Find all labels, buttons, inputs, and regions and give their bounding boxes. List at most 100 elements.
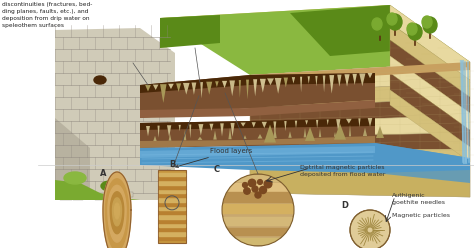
Polygon shape xyxy=(275,78,282,94)
Circle shape xyxy=(255,192,261,198)
Polygon shape xyxy=(390,56,470,130)
Polygon shape xyxy=(191,83,196,95)
Polygon shape xyxy=(316,120,319,128)
Polygon shape xyxy=(283,78,288,88)
Polygon shape xyxy=(106,179,128,248)
Text: Detrital magnetic particles
deposited from flood water: Detrital magnetic particles deposited fr… xyxy=(300,165,385,177)
Circle shape xyxy=(350,210,390,248)
Polygon shape xyxy=(145,85,151,92)
Polygon shape xyxy=(228,127,232,139)
Bar xyxy=(158,170,186,243)
Polygon shape xyxy=(169,134,172,141)
Ellipse shape xyxy=(101,181,119,191)
Bar xyxy=(159,207,185,210)
Bar xyxy=(159,185,185,189)
Text: Magnetic particles: Magnetic particles xyxy=(392,213,450,218)
Ellipse shape xyxy=(94,76,106,84)
Polygon shape xyxy=(55,118,90,200)
Ellipse shape xyxy=(407,23,417,35)
Bar xyxy=(159,189,185,193)
Polygon shape xyxy=(250,116,470,137)
Polygon shape xyxy=(222,81,227,88)
Polygon shape xyxy=(375,143,470,183)
Polygon shape xyxy=(250,149,470,165)
Polygon shape xyxy=(140,73,375,118)
Bar xyxy=(159,237,185,240)
Polygon shape xyxy=(140,143,470,173)
Polygon shape xyxy=(290,5,430,56)
Circle shape xyxy=(243,183,247,187)
Bar xyxy=(159,211,185,215)
Polygon shape xyxy=(273,122,276,133)
Polygon shape xyxy=(60,187,68,193)
Bar xyxy=(159,173,185,176)
Polygon shape xyxy=(112,198,121,226)
Circle shape xyxy=(222,174,294,246)
Polygon shape xyxy=(358,118,361,127)
Text: A: A xyxy=(100,169,106,178)
Polygon shape xyxy=(140,146,375,158)
Polygon shape xyxy=(368,118,372,127)
Circle shape xyxy=(248,179,256,187)
Text: discontinuities (fractures, bed-
ding planes, faults, etc.), and
deposition from: discontinuities (fractures, bed- ding pl… xyxy=(2,2,92,28)
Polygon shape xyxy=(262,122,267,128)
Circle shape xyxy=(244,188,250,194)
Polygon shape xyxy=(60,192,72,200)
Polygon shape xyxy=(122,192,133,197)
Polygon shape xyxy=(140,118,375,130)
Bar xyxy=(159,198,185,202)
Polygon shape xyxy=(230,123,235,137)
Polygon shape xyxy=(108,185,126,242)
Polygon shape xyxy=(85,192,93,197)
Polygon shape xyxy=(359,73,365,86)
Bar xyxy=(159,177,185,180)
Polygon shape xyxy=(304,128,306,137)
Polygon shape xyxy=(319,128,321,137)
Circle shape xyxy=(252,186,258,192)
Ellipse shape xyxy=(388,14,402,30)
Polygon shape xyxy=(323,75,325,92)
Bar xyxy=(222,204,294,213)
Polygon shape xyxy=(146,126,150,136)
Polygon shape xyxy=(329,75,334,94)
Polygon shape xyxy=(95,193,109,200)
Polygon shape xyxy=(376,126,384,138)
Polygon shape xyxy=(184,129,186,140)
Polygon shape xyxy=(168,84,174,89)
Ellipse shape xyxy=(422,16,432,28)
Bar xyxy=(222,192,294,202)
Polygon shape xyxy=(250,165,470,197)
Polygon shape xyxy=(140,118,375,148)
Bar xyxy=(222,183,294,191)
Polygon shape xyxy=(345,74,350,87)
Polygon shape xyxy=(305,120,308,125)
Polygon shape xyxy=(239,80,241,98)
Polygon shape xyxy=(213,130,217,140)
Polygon shape xyxy=(390,73,470,147)
Polygon shape xyxy=(390,90,470,162)
Polygon shape xyxy=(305,127,315,141)
Circle shape xyxy=(257,180,263,185)
Polygon shape xyxy=(73,194,83,200)
Polygon shape xyxy=(198,124,203,136)
Text: D: D xyxy=(341,201,348,210)
Polygon shape xyxy=(167,125,171,137)
Polygon shape xyxy=(179,125,181,131)
Polygon shape xyxy=(257,134,263,138)
Polygon shape xyxy=(292,77,295,84)
Polygon shape xyxy=(390,5,470,162)
Polygon shape xyxy=(55,180,140,200)
Text: B: B xyxy=(169,160,175,169)
Polygon shape xyxy=(160,15,220,48)
Polygon shape xyxy=(337,75,342,87)
Bar xyxy=(222,217,294,225)
Text: C: C xyxy=(214,165,220,174)
Polygon shape xyxy=(55,28,175,200)
Text: Flood layers: Flood layers xyxy=(175,148,252,168)
Circle shape xyxy=(264,180,272,188)
Polygon shape xyxy=(250,133,470,151)
Polygon shape xyxy=(246,80,249,99)
Polygon shape xyxy=(215,81,219,87)
Polygon shape xyxy=(153,85,158,90)
Bar xyxy=(159,215,185,219)
